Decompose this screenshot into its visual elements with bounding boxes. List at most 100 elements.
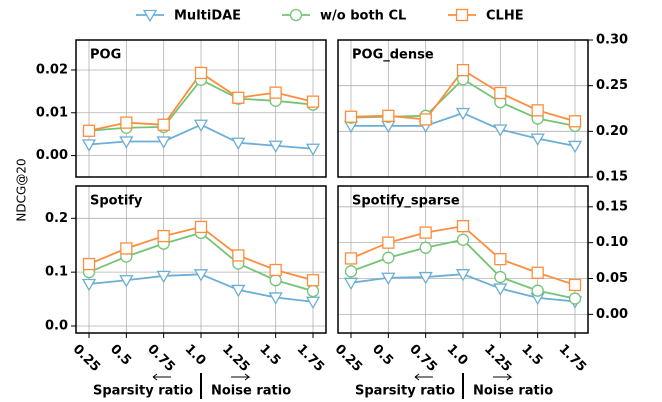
x-axis-label: Noise ratio bbox=[211, 384, 291, 399]
y-tick-label: 0.1 bbox=[45, 265, 68, 280]
marker bbox=[381, 272, 396, 286]
marker bbox=[494, 252, 507, 266]
marker bbox=[82, 124, 96, 137]
marker bbox=[269, 274, 282, 287]
y-axis-label: NDCG@20 bbox=[15, 158, 29, 221]
marker bbox=[231, 284, 246, 298]
marker bbox=[531, 104, 544, 117]
x-tick-label: 1.75 bbox=[556, 342, 589, 375]
marker bbox=[193, 269, 209, 282]
marker bbox=[568, 292, 582, 305]
legend-label: MultiDAE bbox=[174, 9, 241, 24]
marker bbox=[531, 284, 544, 297]
marker bbox=[494, 270, 507, 284]
y-tick-label: 0.01 bbox=[36, 105, 68, 120]
marker bbox=[306, 95, 320, 108]
marker bbox=[567, 140, 583, 154]
x-axis-label: Sparsity ratio bbox=[93, 384, 193, 399]
y-tick-label: 0.15 bbox=[596, 199, 628, 214]
y-tick-label: 0.25 bbox=[596, 78, 628, 93]
marker bbox=[268, 292, 283, 305]
panel: 0.00 0.05 0.10 0.15 Spotify_sparse 0.25 0.5 0.7… bbox=[332, 185, 628, 399]
marker bbox=[142, 9, 158, 23]
marker bbox=[157, 118, 170, 131]
marker bbox=[305, 296, 321, 310]
y-tick-label: 0.02 bbox=[36, 62, 68, 77]
panel: 0.00 0.01 0.02 POG bbox=[36, 39, 327, 178]
marker bbox=[530, 133, 545, 146]
panel-title: POG_dense bbox=[352, 48, 434, 63]
panel-title: POG bbox=[90, 48, 121, 63]
y-tick-label: 0.2 bbox=[45, 211, 68, 226]
marker bbox=[305, 143, 321, 157]
marker bbox=[455, 107, 471, 121]
panel-title: Spotify_sparse bbox=[352, 194, 460, 209]
x-tick-label: 1.5 bbox=[256, 342, 283, 369]
x-tick-label: 0.75 bbox=[144, 342, 177, 375]
y-tick-label: 0.05 bbox=[596, 271, 628, 286]
marker bbox=[306, 284, 320, 298]
panel-frame bbox=[337, 39, 589, 178]
marker bbox=[531, 266, 544, 279]
marker bbox=[306, 274, 320, 287]
arrow bbox=[152, 373, 171, 381]
x-tick-label: 1.75 bbox=[294, 342, 327, 375]
marker bbox=[568, 115, 582, 128]
x-axis-label: Noise ratio bbox=[473, 384, 553, 399]
marker bbox=[289, 8, 303, 22]
marker bbox=[343, 277, 359, 291]
marker bbox=[119, 136, 134, 149]
y-tick-label: 0.30 bbox=[596, 33, 628, 48]
y-tick-label: 0.00 bbox=[36, 148, 68, 163]
x-tick-label: 0.25 bbox=[70, 342, 103, 375]
marker bbox=[418, 271, 433, 285]
x-tick-label: 1.25 bbox=[481, 342, 514, 375]
x-tick-label: 0.5 bbox=[369, 342, 396, 369]
marker bbox=[119, 275, 134, 288]
arrow bbox=[231, 373, 251, 381]
marker bbox=[156, 136, 171, 149]
marker bbox=[231, 137, 246, 151]
marker bbox=[456, 220, 470, 233]
marker bbox=[493, 124, 508, 137]
marker bbox=[194, 220, 208, 234]
x-tick-label: 0.5 bbox=[107, 342, 134, 369]
marker bbox=[269, 263, 282, 277]
x-axis-label: Sparsity ratio bbox=[355, 384, 455, 399]
marker bbox=[157, 229, 170, 243]
x-tick-label: 0.75 bbox=[406, 342, 439, 375]
marker bbox=[156, 270, 171, 284]
marker bbox=[456, 63, 470, 77]
x-tick-label: 1.25 bbox=[219, 342, 252, 375]
y-tick-label: 0.20 bbox=[596, 124, 628, 139]
y-tick-label: 0.0 bbox=[45, 319, 68, 334]
marker bbox=[120, 242, 133, 255]
marker bbox=[194, 66, 208, 80]
panel: 0.15 0.20 0.25 0.30 POG_dense bbox=[337, 33, 628, 185]
arrow bbox=[493, 373, 513, 381]
panel: 0.0 0.1 0.2 Spotify 0.25 0.5 0.75 1.0 1.25 1.5 1.7… bbox=[45, 185, 327, 399]
marker bbox=[419, 241, 432, 254]
marker bbox=[269, 86, 282, 99]
legend-label: CLHE bbox=[486, 9, 524, 24]
y-tick-label: 0.10 bbox=[596, 235, 628, 250]
marker bbox=[382, 236, 395, 249]
y-tick-label: 0.15 bbox=[596, 170, 628, 185]
x-tick-label: 0.25 bbox=[332, 342, 365, 375]
marker bbox=[344, 252, 358, 265]
marker bbox=[382, 251, 395, 264]
marker bbox=[268, 140, 283, 154]
marker bbox=[419, 226, 432, 239]
legend-label: w/o both CL bbox=[320, 9, 406, 24]
marker bbox=[120, 116, 133, 129]
panel-title: Spotify bbox=[90, 194, 143, 209]
marker bbox=[455, 8, 469, 22]
marker bbox=[82, 257, 96, 271]
x-tick-label: 1.5 bbox=[518, 342, 545, 369]
marker bbox=[494, 86, 507, 100]
marker bbox=[382, 109, 395, 122]
x-tick-label: 1.0 bbox=[444, 342, 471, 369]
marker bbox=[81, 139, 97, 152]
y-tick-label: 0.00 bbox=[596, 307, 628, 322]
